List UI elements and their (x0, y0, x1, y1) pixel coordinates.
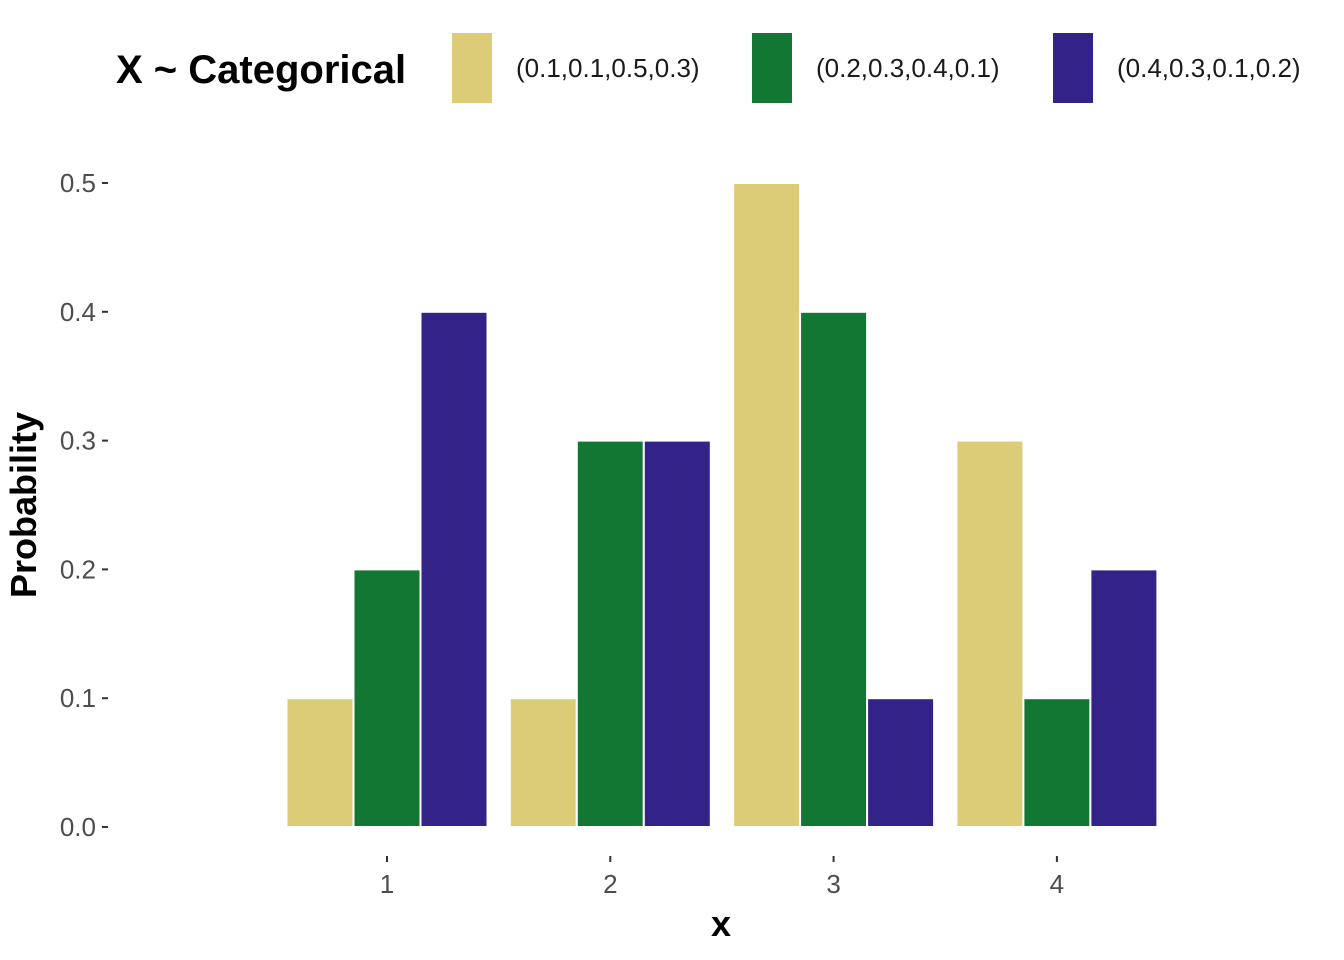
bar-3-1 (419, 310, 489, 828)
bars (285, 182, 1159, 829)
legend-label-1: (0.1,0.1,0.5,0.3) (516, 53, 700, 83)
legend-key-2 (752, 33, 792, 103)
x-tick-label: 3 (826, 869, 840, 899)
bar-3-3 (866, 697, 936, 829)
x-tick-label: 2 (603, 869, 617, 899)
legend-key-1 (452, 33, 492, 103)
legend-key-3 (1053, 33, 1093, 103)
y-tick-label: 0.3 (60, 426, 96, 456)
y-tick-label: 0.1 (60, 683, 96, 713)
legend-label-3: (0.4,0.3,0.1,0.2) (1117, 53, 1301, 83)
bar-3-4 (1089, 568, 1159, 829)
y-axis-title: Probability (3, 412, 44, 598)
bar-1-1 (285, 697, 355, 829)
y-tick-label: 0.0 (60, 812, 96, 842)
y-tick-label: 0.4 (60, 297, 96, 327)
legend-label-2: (0.2,0.3,0.4,0.1) (816, 53, 1000, 83)
bar-2-4 (1022, 697, 1092, 829)
bar-2-2 (575, 439, 645, 828)
bar-1-4 (955, 439, 1025, 828)
y-tick-label: 0.2 (60, 554, 96, 584)
bar-3-2 (642, 439, 712, 828)
x-axis: 1 2 3 4 (380, 856, 1064, 899)
bar-1-2 (508, 697, 578, 829)
y-tick-label: 0.5 (60, 168, 96, 198)
bar-1-3 (732, 182, 802, 828)
bar-2-1 (352, 568, 422, 829)
bar-2-3 (799, 310, 869, 828)
x-axis-title: x (711, 903, 731, 944)
legend: X ~ Categorical (0.1,0.1,0.5,0.3) (0.2,0.… (116, 33, 1301, 103)
x-tick-label: 1 (380, 869, 394, 899)
legend-title: X ~ Categorical (116, 48, 406, 92)
y-axis: 0.0 0.1 0.2 0.3 0.4 0.5 (60, 168, 108, 842)
x-tick-label: 4 (1050, 869, 1064, 899)
